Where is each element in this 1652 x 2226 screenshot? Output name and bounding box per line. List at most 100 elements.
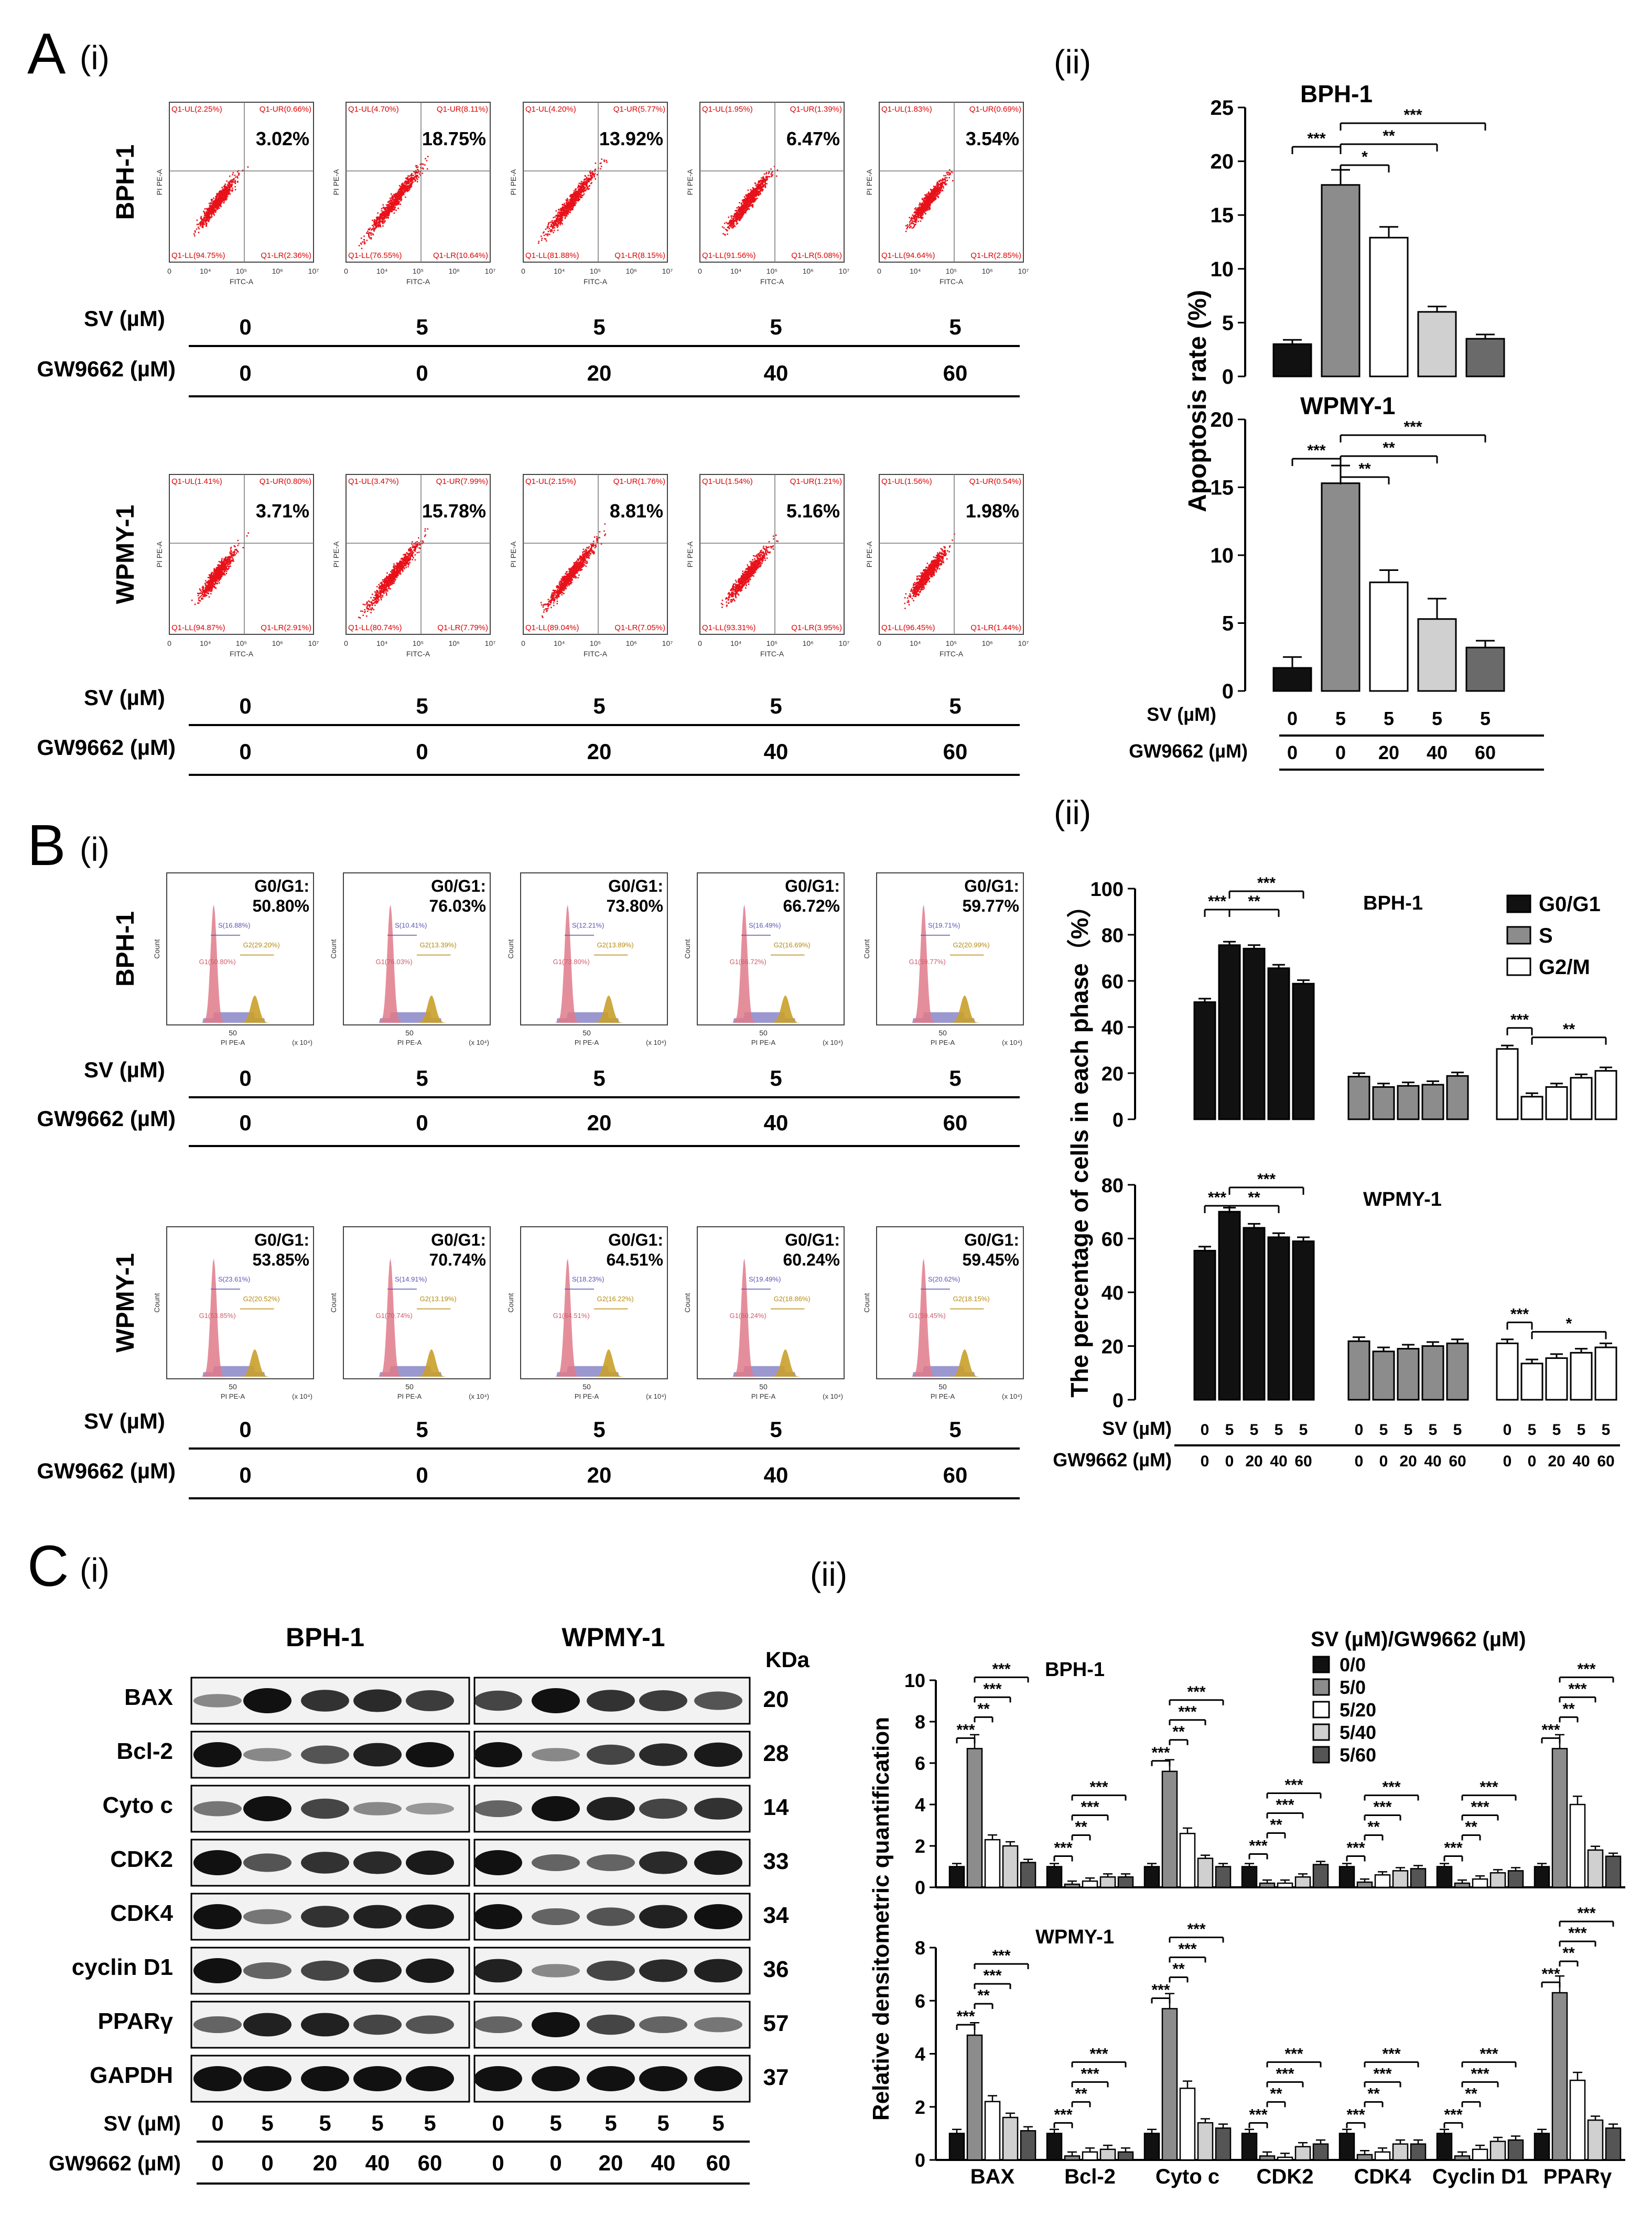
x-tick: 0 [877, 267, 881, 275]
sv-value: 5 [261, 2111, 273, 2135]
gw-value: 40 [764, 361, 789, 385]
g2-gate-label: G2(18.86%) [774, 1295, 811, 1303]
y-tick-label: 0 [1113, 1109, 1124, 1131]
bar [1193, 1001, 1216, 1120]
sv-label: SV (µM) [1147, 704, 1216, 725]
g0g1-label: G0/G1: [785, 1230, 840, 1249]
x-tick: 10⁵ [946, 267, 957, 275]
bar [1215, 2127, 1232, 2161]
band [532, 1908, 580, 1925]
apoptosis-percent: 1.98% [966, 500, 1019, 522]
legend-label: 0/0 [1340, 1654, 1366, 1676]
band [301, 2066, 349, 2091]
legend-swatch [1506, 957, 1531, 976]
significance-label: *** [1151, 1744, 1170, 1762]
y-axis-label: Count [683, 1293, 692, 1312]
legend-label: 5/0 [1340, 1677, 1366, 1698]
x-tick: 50 [759, 1382, 768, 1391]
flow-plot-frame [523, 474, 668, 635]
bar [1099, 1876, 1116, 1888]
flow-plot: Q1-UL(4.20%) Q1-UR(5.77%) Q1-LL(81.88%) Q1-… [509, 102, 673, 286]
significance-label: ** [1383, 127, 1395, 145]
band [406, 2015, 454, 2034]
kda-value: 36 [763, 1957, 789, 1982]
band [353, 1851, 402, 1874]
bar [1520, 1096, 1543, 1120]
significance-bracket: *** [1053, 1840, 1073, 1862]
g1-gate-label: G1(76.03%) [376, 958, 413, 966]
q1-ul: Q1-UL(1.95%) [702, 105, 753, 114]
densitometry-chart-BPH-1: 0246810*********************************… [904, 1659, 1625, 1898]
significance-bracket: ** [1340, 460, 1390, 484]
bar [966, 2034, 983, 2161]
y-tick-label: 0 [1222, 680, 1234, 703]
q1-ll: Q1-LL(81.88%) [525, 251, 579, 260]
bar [1193, 1250, 1216, 1401]
bar [1117, 1876, 1134, 1888]
gw-label: GW9662 (µM) [1053, 1449, 1172, 1471]
significance-label: *** [1373, 1799, 1391, 1816]
significance-label: *** [1346, 2106, 1365, 2123]
sv-value: 5 [1552, 1421, 1561, 1439]
x-tick: 10⁷ [662, 639, 673, 647]
significance-label: *** [1276, 1797, 1294, 1814]
bar [1372, 1086, 1395, 1120]
significance-label: *** [1151, 1981, 1170, 1998]
significance-label: *** [1444, 1840, 1462, 1857]
sv-value: 0 [239, 1066, 251, 1090]
significance-label: *** [1089, 2045, 1108, 2062]
g1-gate-label: G1(53.85%) [199, 1312, 236, 1320]
bar [1496, 1342, 1519, 1401]
band [694, 1691, 742, 1710]
flow-dots [540, 523, 606, 618]
bar [1374, 1874, 1391, 1888]
bar [1356, 1881, 1373, 1888]
sv-value: 5 [1429, 1421, 1438, 1439]
x-unit-label: (x 10⁴) [646, 1392, 666, 1400]
q1-ll: Q1-LL(94.87%) [171, 623, 225, 632]
bar [1421, 1084, 1444, 1120]
band [406, 1690, 454, 1711]
significance-bracket: * [1340, 148, 1390, 172]
significance-bracket: ** [1169, 1723, 1189, 1745]
band [532, 1796, 580, 1821]
sv-value: 5 [1225, 1421, 1234, 1439]
s-phase-fill [168, 1366, 312, 1377]
band [639, 1959, 687, 1982]
flow-plot-frame [345, 102, 491, 263]
x-tick: 0 [344, 639, 348, 647]
x-tick: 10⁴ [910, 267, 921, 275]
significance-bracket: *** [1071, 1779, 1127, 1801]
significance-label: ** [1248, 1189, 1260, 1206]
bar [948, 2133, 965, 2161]
band [587, 2014, 635, 2035]
x-axis-label: PI PE-A [397, 1392, 422, 1400]
significance-label: ** [1465, 1819, 1477, 1836]
flow-dots [193, 166, 249, 237]
gw-value: 60 [943, 1463, 968, 1487]
x-tick: 10⁵ [766, 267, 778, 275]
sv-value: 5 [949, 694, 961, 718]
x-tick: 10⁵ [946, 639, 957, 647]
g1-gate-label: G1(64.51%) [553, 1312, 590, 1320]
band [353, 1802, 402, 1816]
flow-plot: Q1-UL(1.95%) Q1-UR(1.39%) Q1-LL(91.56%) Q1-… [686, 102, 849, 286]
y-tick-label: 10 [1211, 544, 1234, 567]
bar [1594, 1346, 1617, 1401]
bar [1243, 947, 1266, 1120]
g0g1-value: 53.85% [252, 1250, 309, 1269]
significance-bracket: *** [974, 1967, 1011, 1990]
significance-label: *** [1054, 2106, 1072, 2123]
gw-value: 0 [492, 2151, 504, 2175]
y-axis-label: PI PE-A [332, 169, 340, 195]
significance-bracket: ** [974, 1700, 994, 1723]
bar [1292, 1240, 1315, 1401]
y-tick-label: 5 [1222, 311, 1234, 334]
band [639, 2066, 687, 2091]
x-tick: 50 [938, 1029, 947, 1037]
protein-name: Cyto c [103, 1792, 173, 1818]
bar [1465, 338, 1505, 377]
cell-cycle-plot: S(14.91%) G2(13.19%) G1(70.74%) G0/G1:70.74… [329, 1226, 491, 1400]
significance-label: *** [1541, 1965, 1560, 1983]
sv-value: 5 [770, 694, 782, 718]
